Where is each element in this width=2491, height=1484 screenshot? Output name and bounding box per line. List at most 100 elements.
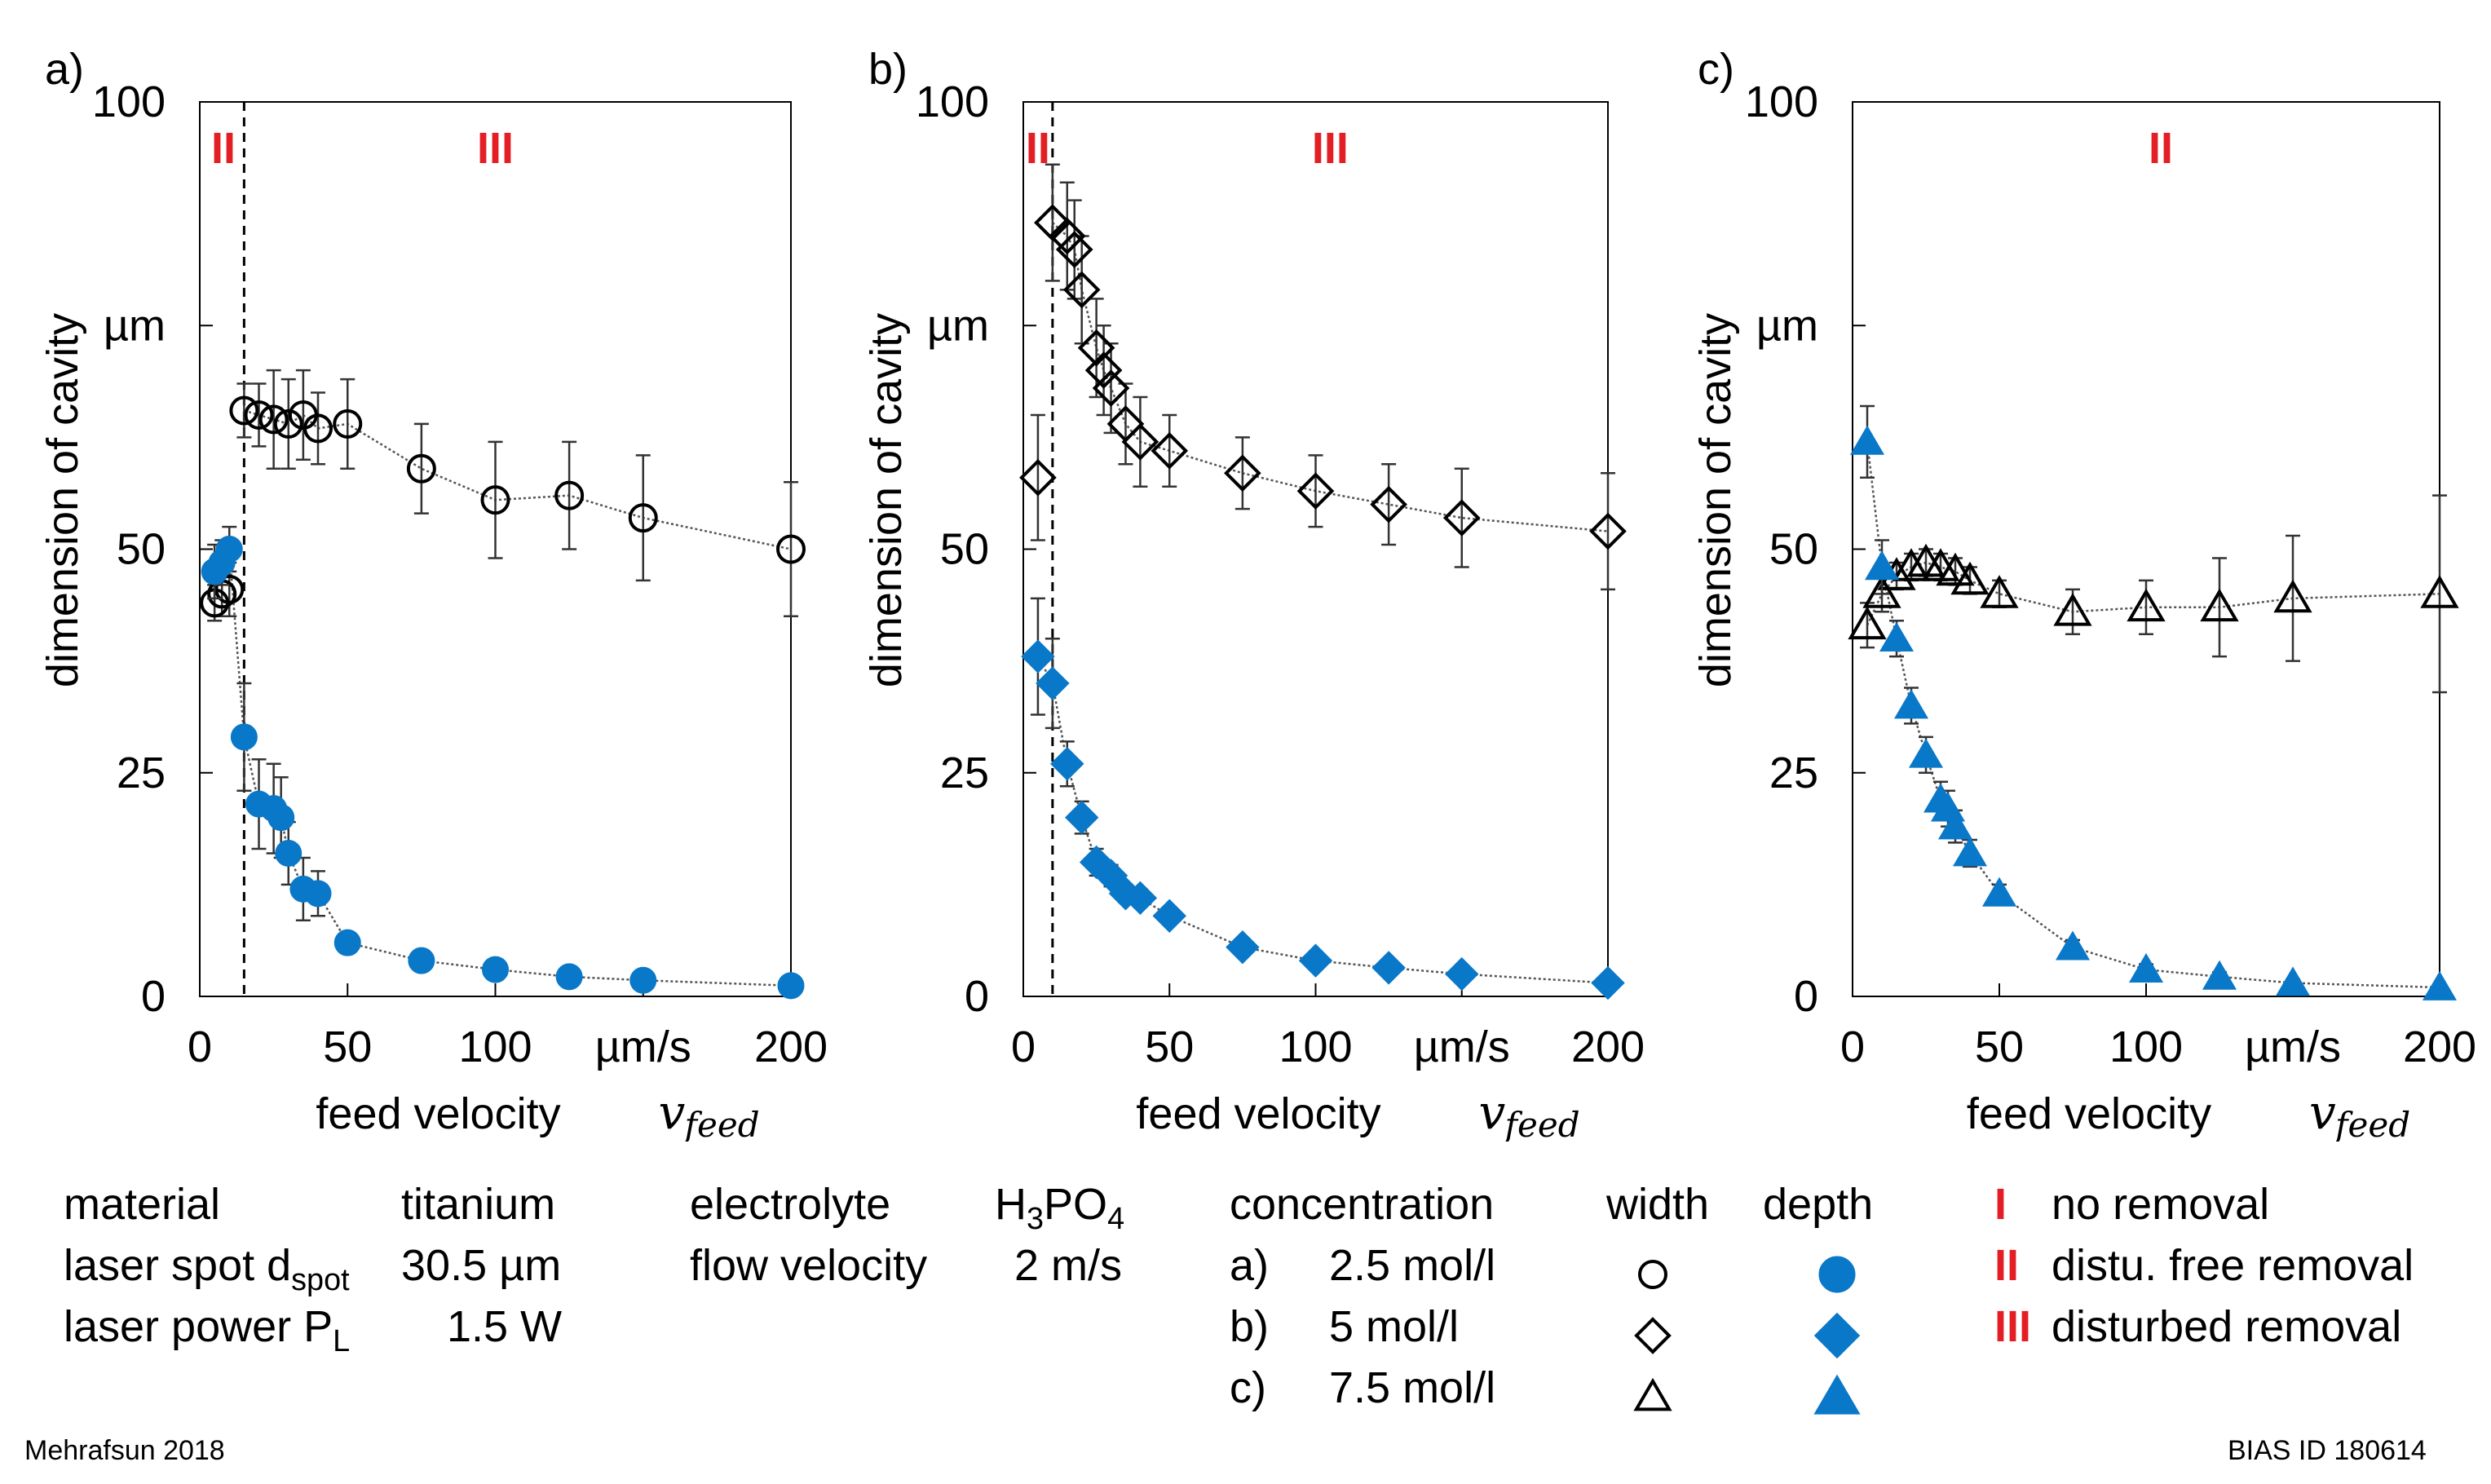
x-tick-label: 50 <box>323 1022 372 1071</box>
legend-electrolyte-value: H3PO4 <box>995 1182 1124 1235</box>
legend-electrolyte-sub2: 4 <box>1107 1201 1125 1236</box>
data-point-depth <box>1591 965 1625 1000</box>
legend-region-text-3: disturbed removal <box>2052 1302 2402 1351</box>
legend-depth-header: depth <box>1763 1180 1874 1229</box>
legend-power-label-sub: L <box>333 1323 351 1358</box>
y-unit-label: µm <box>1756 301 1818 350</box>
legend-electrolyte-po: PO <box>1044 1180 1108 1229</box>
x-axis-label-sub: feed <box>2333 1105 2410 1142</box>
region-label: II <box>211 124 236 173</box>
y-unit-label: µm <box>104 301 166 350</box>
x-axis-label: feed velocity <box>1967 1089 2211 1138</box>
y-unit-label: µm <box>927 301 989 350</box>
data-point-width <box>1092 369 1130 407</box>
legend-spot-label: laser spot dspot <box>64 1243 350 1296</box>
data-point-depth <box>230 723 258 751</box>
legend-conc-value-c: 7.5 mol/l <box>1329 1363 1496 1412</box>
y-tick-label: 25 <box>117 749 166 797</box>
data-point-width <box>776 534 806 564</box>
data-point-depth <box>1298 943 1333 978</box>
data-point-depth <box>1981 877 2017 907</box>
footer-author: Mehrafsun 2018 <box>24 1435 225 1466</box>
legend-electrolyte-label: electrolyte <box>690 1180 891 1229</box>
legend-width-header: width <box>1606 1180 1710 1229</box>
data-point-depth <box>333 929 361 956</box>
chart-panel-1: 0 25 50 100 µm 0 50 100 200 µm/s feed velocity v fee… <box>38 45 828 1142</box>
data-point-width <box>1892 548 1931 581</box>
y-tick-label: 0 <box>965 972 989 1021</box>
data-point-width <box>244 400 274 430</box>
x-unit-label: µm/s <box>2245 1022 2341 1071</box>
data-point-depth <box>1226 930 1260 965</box>
data-point-depth <box>1152 899 1186 933</box>
data-point-depth <box>1021 639 1055 674</box>
data-point-depth <box>1050 747 1084 781</box>
x-unit-label: µm/s <box>1414 1022 1510 1071</box>
data-point-width <box>258 404 289 435</box>
x-tick-label: 0 <box>1840 1022 1865 1071</box>
x-axis-label: feed velocity <box>316 1089 560 1138</box>
x-tick-label: 200 <box>1571 1022 1645 1071</box>
panel-label: c) <box>1698 45 1734 94</box>
data-point-depth <box>1952 837 1988 867</box>
data-point-width <box>1055 231 1093 268</box>
data-point-width <box>1862 575 1901 608</box>
data-point-depth <box>1937 810 1973 840</box>
y-axis-label: dimension of cavity <box>862 313 911 687</box>
x-axis-label-var: v <box>2309 1084 2336 1140</box>
legend-flow-value: 2 m/s <box>1014 1241 1123 1290</box>
data-point-width <box>554 480 585 510</box>
data-point-depth <box>267 804 295 832</box>
legend-region-text-2: distu. free removal <box>2052 1241 2414 1290</box>
data-point-width <box>1950 561 1990 595</box>
data-point-depth <box>1908 738 1944 768</box>
legend-depth-marker-circle <box>1818 1256 1856 1293</box>
x-tick-label: 0 <box>1011 1022 1036 1071</box>
data-point-width <box>229 395 259 426</box>
legend-width-marker-diamond <box>1634 1317 1672 1354</box>
data-point-width <box>628 503 658 533</box>
data-point-width <box>1589 512 1627 550</box>
data-point-depth <box>275 839 303 867</box>
data-point-depth <box>2128 952 2164 983</box>
y-tick-label: 25 <box>940 749 989 797</box>
chart-panel-3: 0 25 50 100 µm 0 50 100 200 µm/s feed velocity v fee… <box>1691 45 2476 1142</box>
data-point-width <box>1019 458 1057 497</box>
y-axis-label: dimension of cavity <box>38 313 87 687</box>
x-tick-label: 100 <box>458 1022 532 1071</box>
data-point-width <box>1936 552 1975 586</box>
legend-region-numeral-2: II <box>1994 1241 2020 1290</box>
y-tick-label: 100 <box>1745 77 1818 126</box>
data-point-width <box>480 485 510 515</box>
legend-conc-value-b: 5 mol/l <box>1329 1302 1460 1351</box>
data-point-width <box>1442 499 1481 537</box>
data-point-width <box>1121 423 1159 461</box>
legend-power-label-text: laser power P <box>64 1302 333 1351</box>
legend-conc-key-b: b) <box>1230 1302 1270 1351</box>
y-axis-label: dimension of cavity <box>1691 313 1740 687</box>
data-point-depth <box>304 880 332 908</box>
legend-power-label: laser power PL <box>64 1305 350 1358</box>
legend-conc-key-a: a) <box>1230 1241 1270 1290</box>
data-point-depth <box>555 963 583 991</box>
data-point-depth <box>1036 666 1070 700</box>
panel-label: a) <box>45 45 84 94</box>
data-point-width <box>1062 271 1101 309</box>
legend-conc-key-c: c) <box>1230 1363 1266 1412</box>
data-point-depth <box>777 972 805 1000</box>
legend-electrolyte-h: H <box>995 1180 1027 1229</box>
data-point-depth <box>629 966 657 994</box>
data-point-depth <box>2055 930 2091 961</box>
x-tick-label: 0 <box>188 1022 212 1071</box>
data-point-width <box>1224 454 1261 492</box>
data-point-width <box>303 413 333 444</box>
legend-depth-marker-triangle <box>1813 1374 1861 1415</box>
legend-spot-label-sub: spot <box>291 1262 350 1297</box>
data-point-width <box>2273 579 2312 613</box>
data-point-depth <box>215 536 243 563</box>
legend-material-value: titanium <box>401 1180 556 1229</box>
data-point-depth <box>2422 970 2458 1000</box>
x-axis-label-sub: feed <box>682 1105 760 1142</box>
